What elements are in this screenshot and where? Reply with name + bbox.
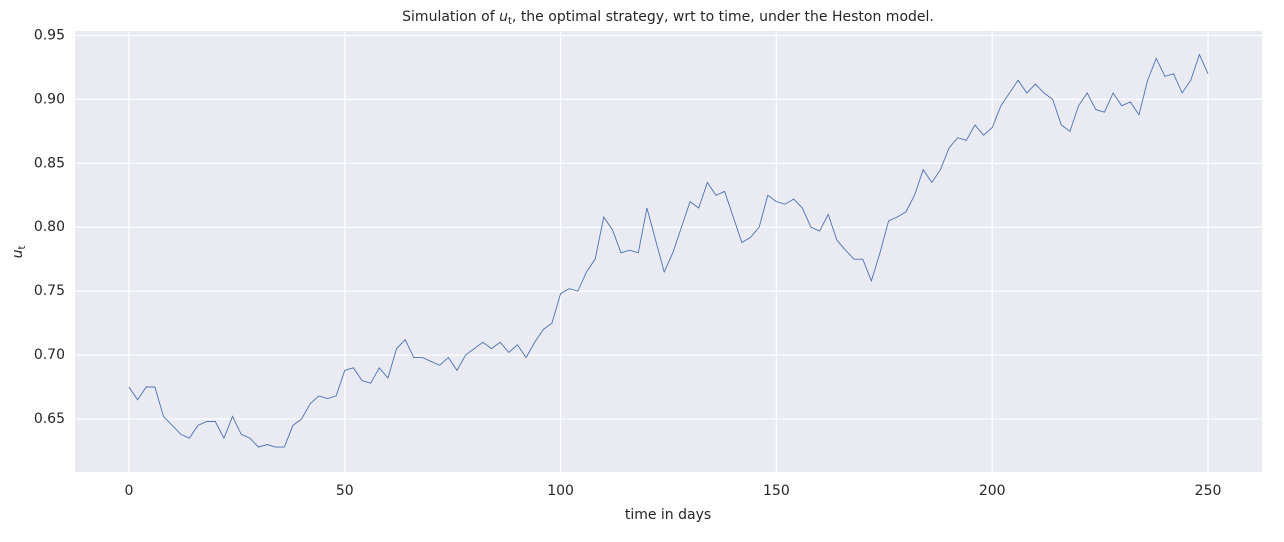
y-tick-label: 0.75 <box>34 283 65 299</box>
x-tick-label: 150 <box>763 483 790 499</box>
x-tick-label: 50 <box>336 483 354 499</box>
x-tick-label: 200 <box>979 483 1006 499</box>
y-tick-label: 0.95 <box>34 27 65 43</box>
plot-area <box>75 31 1262 472</box>
y-tick-label: 0.90 <box>34 91 65 107</box>
y-label-part: u <box>10 249 26 258</box>
y-tick-label: 0.70 <box>34 347 65 363</box>
y-tick-label: 0.85 <box>34 155 65 171</box>
title-part: t <box>508 16 512 27</box>
y-label-part: t <box>17 246 28 250</box>
x-tick-label: 0 <box>124 483 133 499</box>
y-axis-label: ut <box>10 246 28 259</box>
x-tick-label: 100 <box>547 483 574 499</box>
data-line <box>128 53 1209 448</box>
title-part: , the optimal strategy, wrt to time, und… <box>512 9 934 25</box>
title-part: Simulation of <box>402 9 499 25</box>
chart-title: Simulation of ut, the optimal strategy, … <box>402 9 934 27</box>
y-tick-label: 0.80 <box>34 219 65 235</box>
x-axis-label: time in days <box>625 507 711 523</box>
title-part: u <box>499 9 508 25</box>
x-tick-label: 250 <box>1195 483 1222 499</box>
y-tick-label: 0.65 <box>34 411 65 427</box>
